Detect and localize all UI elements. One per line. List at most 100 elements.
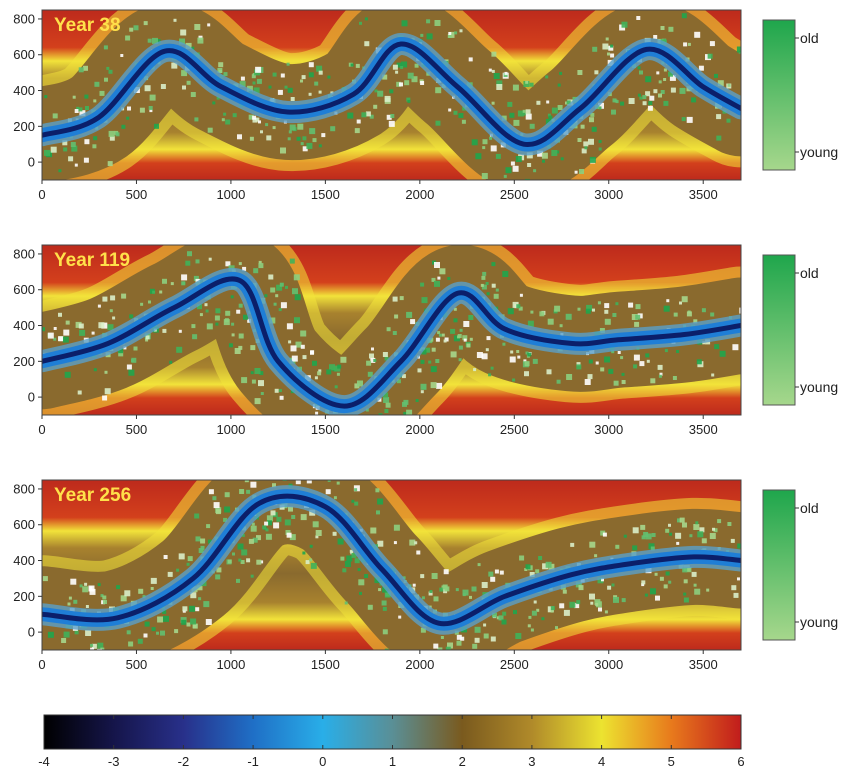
vegetation-cell xyxy=(482,271,487,276)
vegetation-cell xyxy=(174,629,179,634)
channel-thalweg xyxy=(42,41,741,147)
vegetation-cell xyxy=(223,112,227,116)
vegetation-cell xyxy=(190,92,196,97)
vegetation-cell xyxy=(574,170,578,174)
vegetation-cell xyxy=(481,173,488,179)
vegetation-cell xyxy=(430,366,437,373)
vegetation-cell xyxy=(414,63,419,68)
vegetation-cell xyxy=(694,588,701,595)
colorbar-tick-label: -3 xyxy=(108,754,120,769)
vegetation-cell xyxy=(336,372,340,376)
vegetation-cell xyxy=(557,105,563,110)
vegetation-cell xyxy=(337,364,342,369)
vegetation-cell xyxy=(554,305,561,312)
y-tick-label: 200 xyxy=(13,119,35,134)
vegetation-cell xyxy=(441,333,445,337)
vegetation-cell xyxy=(208,489,214,495)
vegetation-cell xyxy=(225,119,231,125)
vegetation-cell xyxy=(366,360,372,366)
legend-bar xyxy=(762,19,796,171)
legend-old-label: old xyxy=(800,500,819,516)
vegetation-cell xyxy=(221,118,225,122)
vegetation-cell xyxy=(250,345,256,351)
vegetation-cell xyxy=(276,284,283,291)
vegetation-cell xyxy=(315,535,319,539)
vegetation-cell xyxy=(242,266,247,271)
vegetation-cell xyxy=(286,323,293,330)
vegetation-cell xyxy=(160,630,165,636)
vegetation-cell xyxy=(717,519,722,524)
vegetation-cell xyxy=(621,598,626,603)
vegetation-cell xyxy=(457,334,462,338)
vegetation-cell xyxy=(126,364,132,370)
vegetation-cell xyxy=(513,119,520,126)
vegetation-cell xyxy=(123,346,127,350)
vegetation-cell xyxy=(691,571,697,577)
vegetation-cell xyxy=(486,336,491,341)
vegetation-cell xyxy=(252,81,256,85)
vegetation-cell xyxy=(315,530,322,536)
vegetation-cell xyxy=(512,84,519,91)
vegetation-cell xyxy=(351,499,355,503)
vegetation-cell xyxy=(731,585,737,591)
vegetation-cell xyxy=(504,71,508,75)
vegetation-cell xyxy=(384,409,389,413)
vegetation-cell xyxy=(375,421,379,425)
vegetation-cell xyxy=(6,128,9,131)
vegetation-cell xyxy=(469,595,472,599)
vegetation-cell xyxy=(176,568,180,572)
vegetation-cell xyxy=(480,283,484,287)
vegetation-cell xyxy=(312,360,317,366)
vegetation-cell xyxy=(382,352,388,357)
vegetation-cell xyxy=(171,62,178,69)
vegetation-cell xyxy=(585,308,591,314)
vegetation-cell xyxy=(395,70,399,74)
vegetation-cell xyxy=(621,21,628,28)
vegetation-cell xyxy=(280,73,285,78)
panel-label: Year 38 xyxy=(54,15,121,36)
vegetation-cell xyxy=(737,577,740,581)
vegetation-cell xyxy=(97,304,101,308)
vegetation-cell xyxy=(683,579,688,584)
vegetation-cell xyxy=(287,137,291,141)
vegetation-cell xyxy=(382,74,388,80)
vegetation-cell xyxy=(110,295,116,301)
vegetation-cell xyxy=(240,560,245,564)
vegetation-cell xyxy=(214,315,220,321)
vegetation-cell xyxy=(525,564,531,570)
vegetation-cell xyxy=(488,68,492,72)
vegetation-cell xyxy=(679,517,685,523)
vegetation-cell xyxy=(453,307,457,311)
vegetation-cell xyxy=(140,302,144,306)
vegetation-cell xyxy=(384,648,389,650)
vegetation-cell xyxy=(663,78,667,81)
vegetation-cell xyxy=(246,558,251,563)
vegetation-cell xyxy=(256,535,261,541)
vegetation-cell xyxy=(392,64,398,70)
vegetation-cell xyxy=(187,556,193,562)
vegetation-cell xyxy=(359,591,362,595)
vegetation-cell xyxy=(340,356,347,363)
colorbar-tick-label: 3 xyxy=(528,754,535,769)
vegetation-cell xyxy=(663,305,670,312)
vegetation-cell xyxy=(557,83,561,87)
vegetation-cell xyxy=(547,113,551,117)
vegetation-cell xyxy=(611,583,615,587)
vegetation-cell xyxy=(197,585,203,591)
vegetation-cell xyxy=(382,606,387,611)
x-tick-label: 0 xyxy=(38,657,45,672)
panel-3: 0 500 1000 1500 2000 2500 3000 3500 0 200 400 600 80… xyxy=(13,479,838,672)
vegetation-cell xyxy=(346,435,352,441)
vegetation-cell xyxy=(200,538,206,544)
vegetation-cell xyxy=(67,602,71,606)
vegetation-cell xyxy=(70,653,76,659)
vegetation-cell xyxy=(608,45,614,51)
vegetation-cell xyxy=(308,92,312,96)
vegetation-cell xyxy=(145,338,149,342)
vegetation-cell xyxy=(398,615,402,619)
vegetation-cell xyxy=(752,322,758,328)
vegetation-cell xyxy=(598,147,602,151)
vegetation-cell xyxy=(288,130,292,134)
vegetation-cell xyxy=(518,306,523,311)
vegetation-cell xyxy=(365,111,371,117)
